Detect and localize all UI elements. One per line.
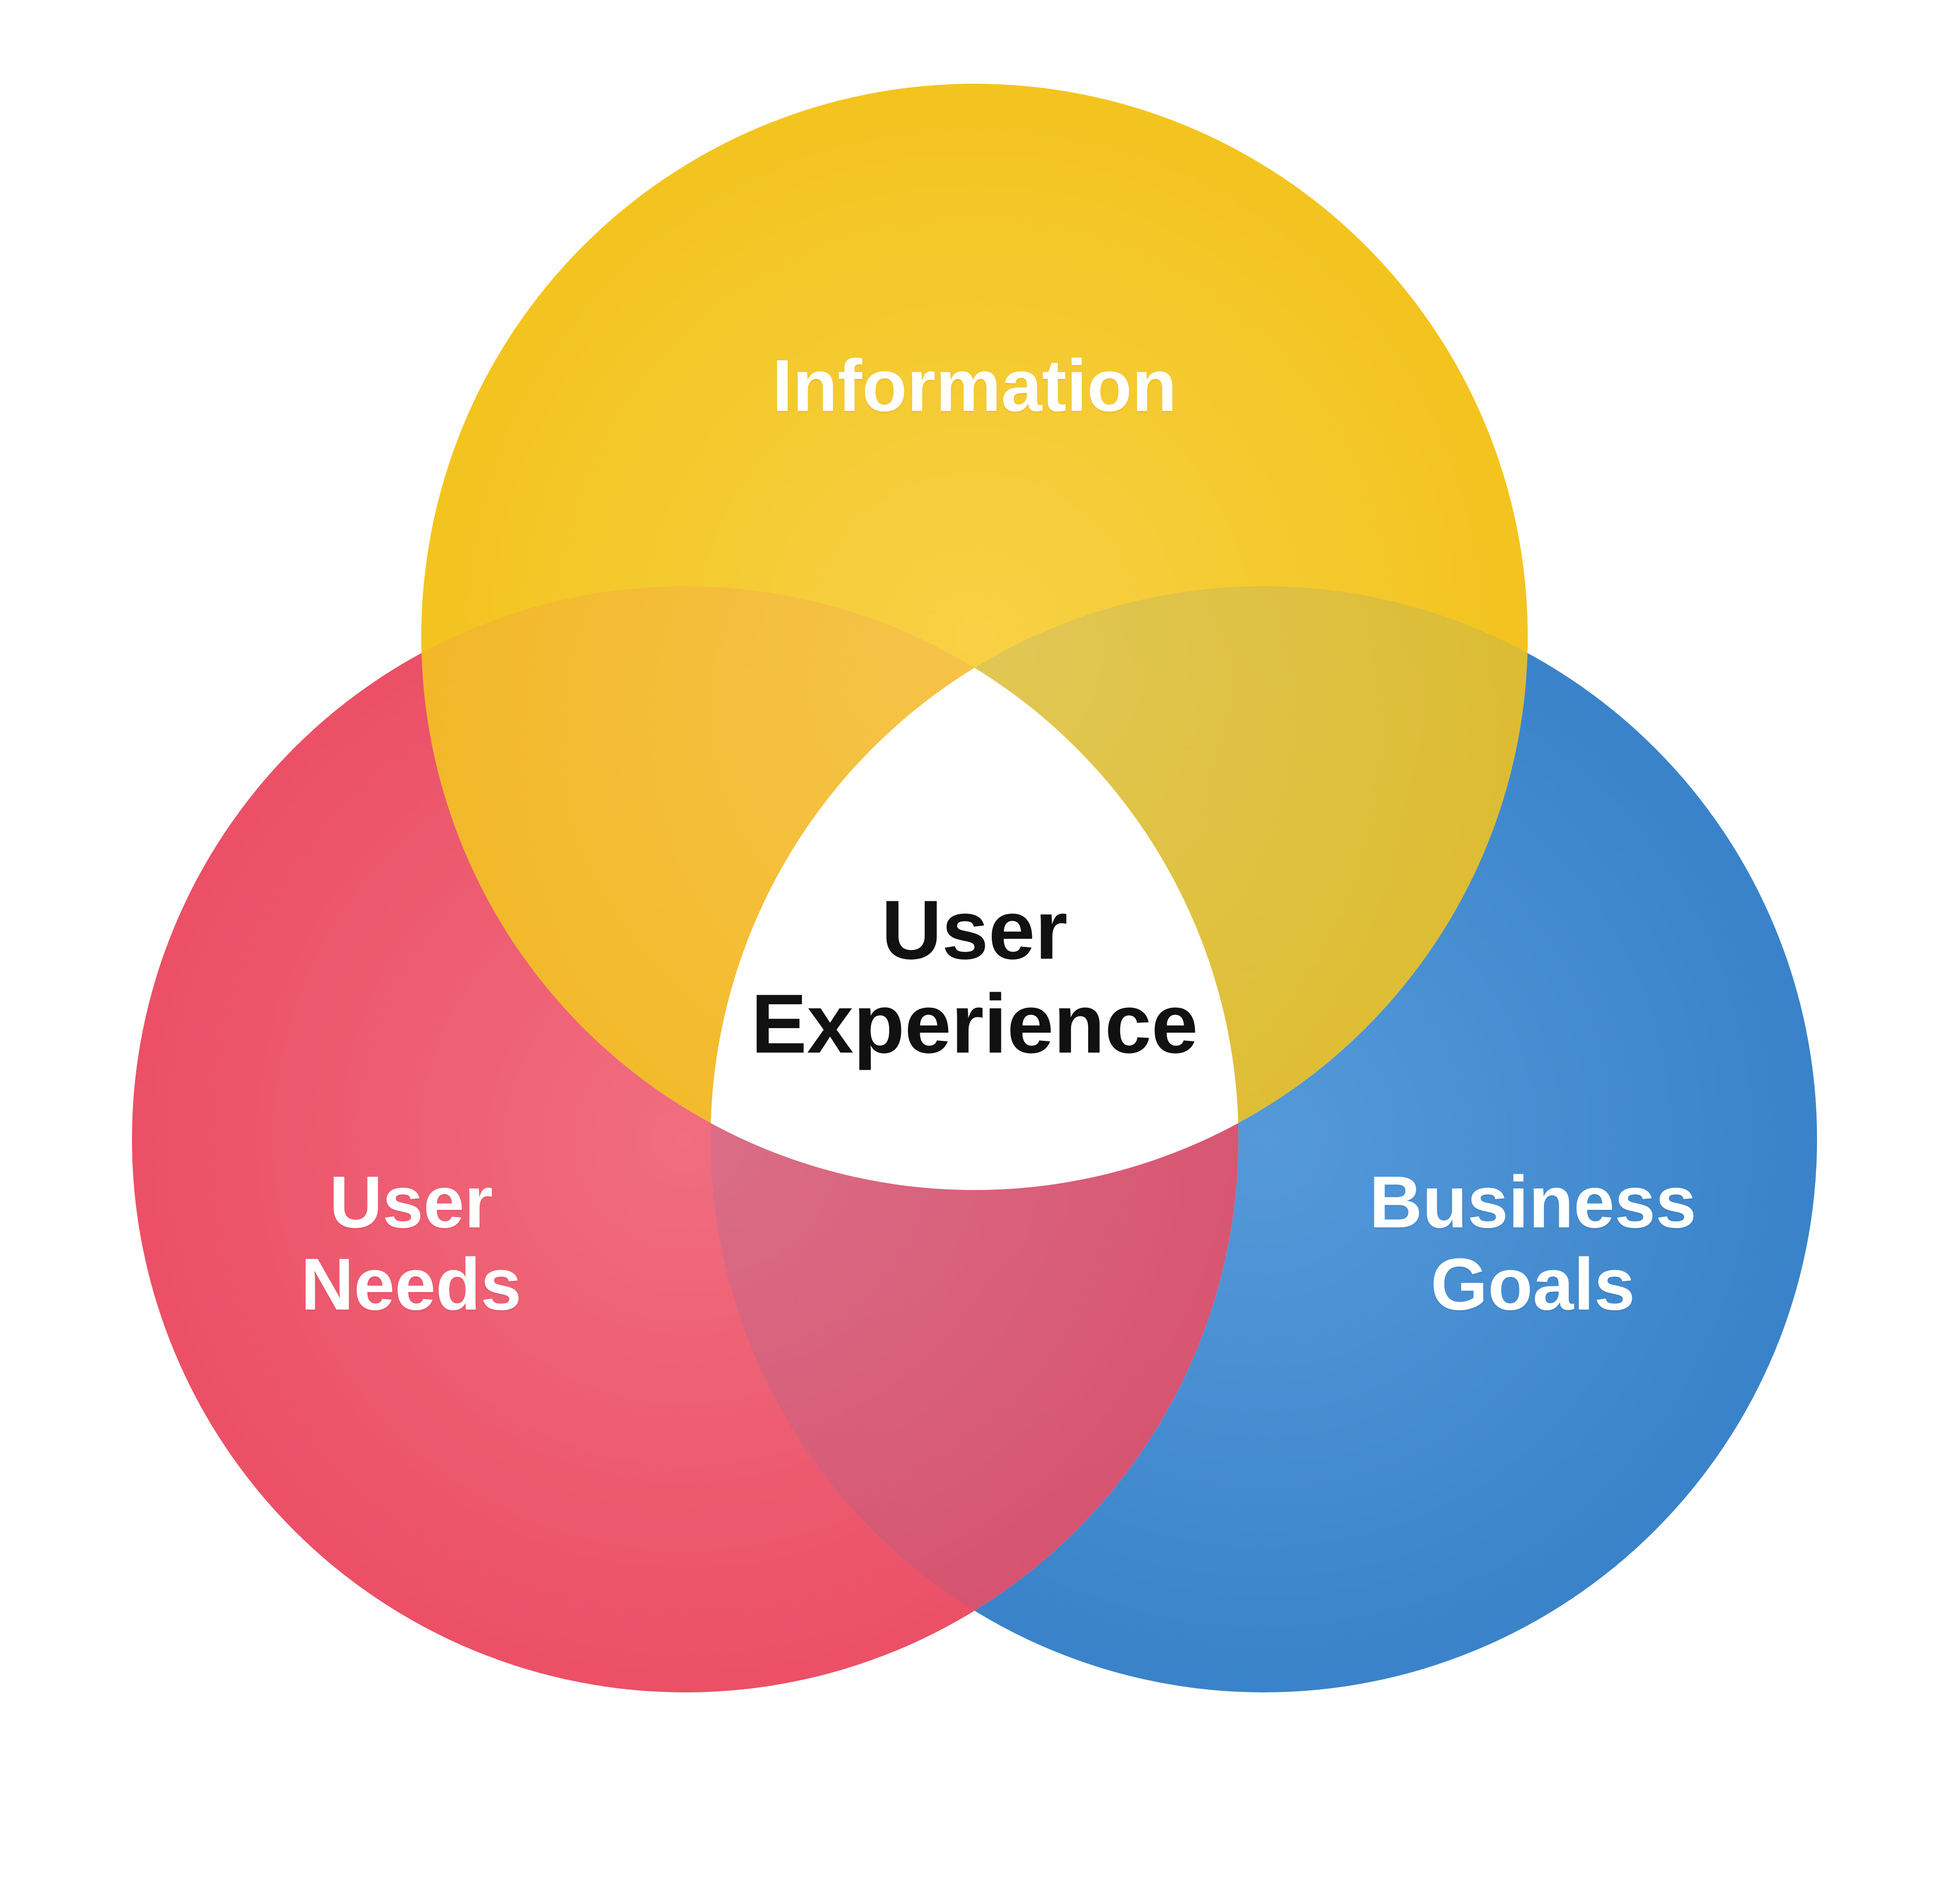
label-business-goals: Business Goals [1369,1161,1697,1326]
venn-diagram: Information User Needs Business Goals Us… [0,0,1949,1904]
label-information: Information [772,345,1177,427]
label-user-experience: User Experience [751,883,1198,1071]
label-user-needs: User Needs [300,1161,521,1326]
